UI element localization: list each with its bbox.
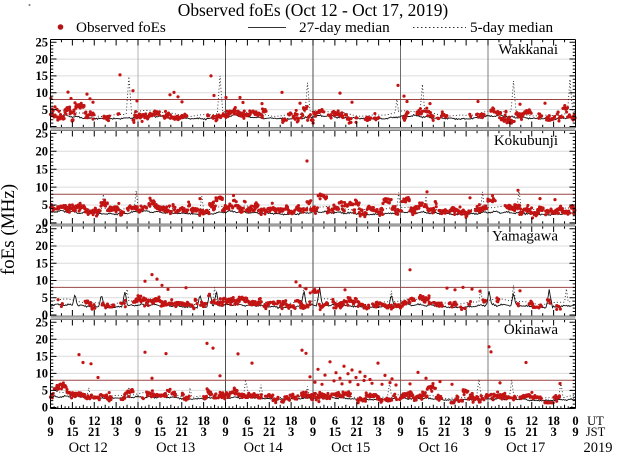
svg-text:Oct 17: Oct 17: [506, 440, 545, 456]
svg-text:18: 18: [285, 414, 298, 428]
svg-text:20: 20: [36, 333, 49, 347]
svg-text:21: 21: [88, 425, 101, 439]
svg-text:0: 0: [42, 216, 48, 230]
svg-text:Oct 13: Oct 13: [156, 440, 195, 456]
svg-text:27-day median: 27-day median: [299, 19, 390, 36]
svg-text:0: 0: [47, 414, 53, 428]
svg-text:25: 25: [36, 35, 49, 49]
svg-text:18: 18: [460, 414, 473, 428]
svg-text:Okinawa: Okinawa: [504, 322, 558, 338]
svg-text:21: 21: [526, 425, 539, 439]
svg-text:12: 12: [526, 414, 539, 428]
svg-text:3: 3: [200, 425, 206, 439]
svg-text:15: 15: [36, 256, 49, 270]
svg-text:9: 9: [485, 425, 491, 439]
svg-text:0: 0: [135, 414, 141, 428]
svg-text:20: 20: [36, 145, 49, 159]
svg-text:15: 15: [154, 425, 167, 439]
svg-text:5: 5: [42, 103, 48, 117]
svg-text:6: 6: [419, 414, 425, 428]
svg-text:5: 5: [42, 198, 48, 212]
svg-text:12: 12: [263, 414, 276, 428]
svg-text:3: 3: [550, 425, 556, 439]
svg-text:5-day median: 5-day median: [470, 19, 553, 36]
svg-text:18: 18: [372, 414, 385, 428]
svg-text:21: 21: [438, 425, 451, 439]
svg-text:15: 15: [416, 425, 429, 439]
svg-text:9: 9: [47, 425, 53, 439]
svg-text:5: 5: [42, 384, 48, 398]
svg-text:25: 25: [36, 315, 49, 329]
svg-text:6: 6: [332, 414, 338, 428]
svg-text:25: 25: [36, 127, 49, 141]
svg-text:Observed foEs: Observed foEs: [76, 19, 166, 36]
svg-text:10: 10: [36, 274, 49, 288]
svg-text:9: 9: [222, 425, 228, 439]
svg-text:Wakkanai: Wakkanai: [498, 42, 558, 58]
svg-text:0: 0: [42, 401, 48, 415]
svg-text:0: 0: [485, 414, 491, 428]
svg-text:6: 6: [244, 414, 250, 428]
svg-text:6: 6: [69, 414, 75, 428]
svg-text:15: 15: [329, 425, 342, 439]
svg-text:9: 9: [310, 425, 316, 439]
svg-text:9: 9: [135, 425, 141, 439]
svg-text:12: 12: [88, 414, 101, 428]
svg-text:21: 21: [263, 425, 276, 439]
svg-text:Oct 14: Oct 14: [244, 440, 284, 456]
svg-text:25: 25: [36, 222, 49, 236]
svg-text:Observed foEs (Oct 12 - Oct 17: Observed foEs (Oct 12 - Oct 17, 2019): [178, 0, 449, 20]
svg-text:10: 10: [36, 180, 49, 194]
svg-text:5: 5: [42, 291, 48, 305]
svg-text:Yamagawa: Yamagawa: [492, 229, 558, 245]
svg-text:2019: 2019: [584, 440, 613, 456]
svg-text:3: 3: [113, 425, 119, 439]
svg-text:Oct 15: Oct 15: [331, 440, 370, 456]
svg-text:12: 12: [351, 414, 364, 428]
svg-text:0: 0: [222, 414, 228, 428]
svg-text:0: 0: [310, 414, 316, 428]
svg-text:10: 10: [36, 86, 49, 100]
svg-text:21: 21: [176, 425, 189, 439]
svg-text:18: 18: [547, 414, 560, 428]
svg-text:foEs (MHz): foEs (MHz): [0, 184, 19, 275]
svg-text:20: 20: [36, 239, 49, 253]
svg-text:10: 10: [36, 367, 49, 381]
svg-text:6: 6: [507, 414, 513, 428]
svg-text:UT: UT: [587, 414, 604, 428]
svg-text:20: 20: [36, 52, 49, 66]
svg-text:6: 6: [157, 414, 163, 428]
svg-text:15: 15: [504, 425, 517, 439]
svg-text:Oct 12: Oct 12: [69, 440, 108, 456]
svg-text:3: 3: [463, 425, 469, 439]
svg-text:15: 15: [36, 69, 49, 83]
svg-text:0: 0: [572, 414, 578, 428]
svg-text:0: 0: [42, 308, 48, 322]
svg-text:Kokubunji: Kokubunji: [494, 133, 558, 149]
svg-text:9: 9: [397, 425, 403, 439]
svg-text:Oct 16: Oct 16: [419, 440, 458, 456]
svg-text:18: 18: [197, 414, 210, 428]
svg-text:21: 21: [351, 425, 364, 439]
svg-text:9: 9: [572, 425, 578, 439]
svg-text:3: 3: [288, 425, 294, 439]
svg-text:15: 15: [36, 162, 49, 176]
svg-text:18: 18: [110, 414, 123, 428]
svg-text:JST: JST: [586, 425, 606, 439]
svg-text:12: 12: [176, 414, 189, 428]
svg-text:3: 3: [375, 425, 381, 439]
svg-text:0: 0: [397, 414, 403, 428]
svg-text:15: 15: [241, 425, 254, 439]
svg-text:12: 12: [438, 414, 451, 428]
svg-text:0: 0: [42, 120, 48, 134]
svg-text:15: 15: [66, 425, 79, 439]
svg-text:15: 15: [36, 350, 49, 364]
